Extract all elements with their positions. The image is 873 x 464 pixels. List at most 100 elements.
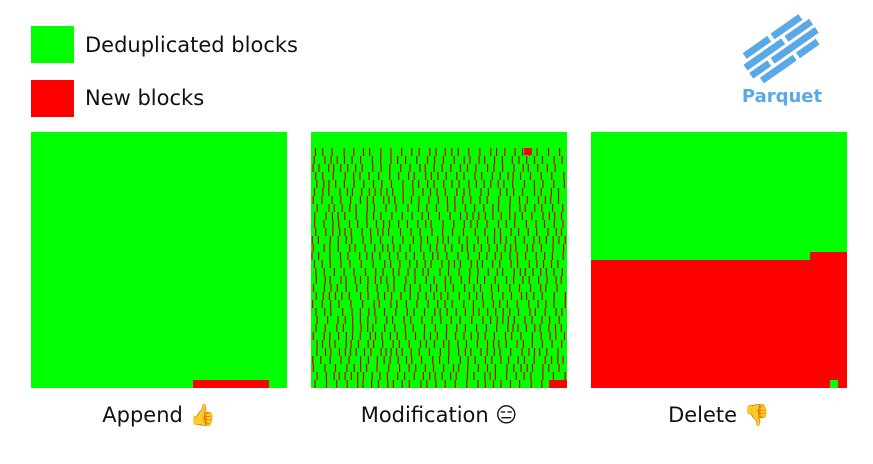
streak — [490, 148, 492, 156]
streak — [353, 180, 355, 188]
streak — [462, 196, 464, 204]
streak — [368, 188, 370, 196]
streak — [497, 204, 500, 212]
streak — [372, 324, 374, 332]
streak — [359, 316, 361, 324]
streak — [389, 172, 391, 180]
streak — [477, 364, 479, 372]
streak — [388, 252, 391, 260]
streak — [357, 380, 359, 388]
streak — [563, 332, 566, 340]
streak — [409, 284, 411, 292]
streak — [464, 324, 466, 332]
streak — [440, 292, 442, 300]
streak — [324, 276, 326, 284]
streak — [397, 252, 399, 260]
streak — [542, 260, 545, 268]
streak — [496, 244, 498, 252]
streak — [485, 324, 487, 332]
streak — [315, 324, 317, 332]
streak — [348, 292, 350, 300]
streak — [544, 308, 546, 316]
streak — [523, 180, 526, 188]
panel-caption: Modification 😑 — [361, 403, 518, 427]
streak — [441, 372, 443, 380]
streak — [355, 212, 357, 220]
streak — [561, 268, 563, 276]
streaks — [311, 148, 566, 388]
streak — [451, 180, 453, 188]
streak — [396, 348, 398, 356]
streak — [348, 356, 350, 364]
streak — [382, 228, 384, 236]
streak — [540, 284, 542, 292]
streak — [336, 156, 338, 164]
streak — [514, 148, 516, 156]
streak — [447, 356, 450, 364]
streak — [367, 284, 369, 292]
streak — [344, 228, 346, 236]
streak — [315, 172, 317, 180]
streak — [417, 220, 419, 228]
streak — [520, 292, 523, 300]
streak — [366, 204, 368, 212]
streak — [512, 172, 514, 180]
streak — [454, 380, 456, 388]
streak — [400, 292, 402, 300]
new-block — [810, 252, 847, 260]
streak — [393, 276, 395, 284]
streak — [436, 284, 438, 292]
streak — [521, 348, 523, 356]
streak — [554, 164, 556, 172]
streak — [337, 244, 339, 252]
streak — [417, 204, 420, 212]
streak — [362, 380, 364, 388]
streak — [493, 332, 495, 340]
streak — [489, 372, 491, 380]
streak — [416, 300, 418, 308]
streak — [478, 156, 480, 164]
streak — [324, 364, 326, 372]
streak — [545, 300, 547, 308]
streak — [405, 276, 407, 284]
streak — [534, 308, 536, 316]
streak — [409, 164, 411, 172]
streak — [515, 244, 517, 252]
streak — [344, 212, 346, 220]
streak — [380, 276, 382, 284]
streak — [315, 308, 317, 316]
streak — [349, 204, 351, 212]
streak — [346, 364, 348, 372]
streak — [412, 180, 414, 188]
streak — [553, 300, 555, 308]
streak — [445, 332, 447, 340]
streak — [316, 204, 318, 212]
streak — [390, 180, 393, 188]
streak — [314, 212, 316, 220]
streak — [373, 204, 375, 212]
streak — [386, 372, 388, 380]
streak — [472, 308, 474, 316]
streak — [411, 356, 413, 364]
streak — [468, 180, 470, 188]
streak — [458, 268, 460, 276]
streak — [418, 148, 420, 156]
streak — [476, 324, 478, 332]
streak — [523, 372, 525, 380]
streak — [513, 316, 515, 324]
streak — [492, 380, 495, 388]
streak — [399, 364, 401, 372]
streak — [470, 196, 472, 204]
streak — [555, 308, 557, 316]
streak — [499, 172, 501, 180]
streak — [330, 348, 332, 356]
streak — [533, 180, 535, 188]
streak — [343, 156, 346, 164]
streak — [530, 372, 532, 380]
streak — [379, 372, 381, 380]
streak — [422, 372, 424, 380]
streak — [370, 348, 372, 356]
streak — [389, 164, 391, 172]
streak — [545, 236, 547, 244]
